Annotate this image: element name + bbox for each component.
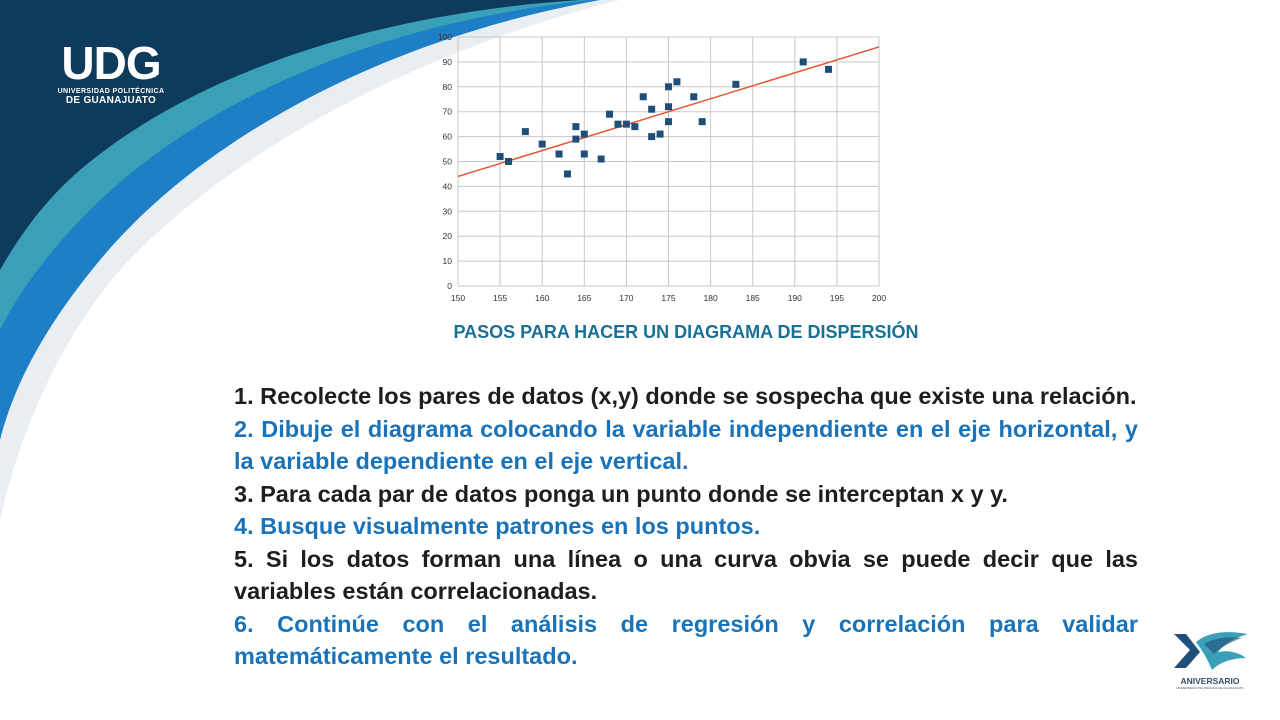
data-point — [572, 123, 580, 131]
y-tick-label: 90 — [443, 57, 453, 67]
eagle-icon — [1174, 632, 1248, 670]
x-tick-label: 155 — [493, 293, 507, 303]
data-point — [824, 65, 832, 73]
navy-swoosh — [0, 0, 580, 270]
data-point — [580, 130, 588, 138]
data-point — [555, 150, 563, 158]
data-point — [656, 130, 664, 138]
data-point — [597, 155, 605, 163]
y-tick-label: 20 — [443, 231, 453, 241]
grid — [457, 36, 880, 287]
data-point — [648, 133, 656, 141]
data-point — [732, 80, 740, 88]
data-point — [614, 120, 622, 128]
anniversary-sub: UNIVERSIDAD POLITÉCNICA DE GUANAJUATO — [1176, 686, 1244, 690]
data-point — [648, 105, 656, 113]
step-2: 2. Dibuje el diagrama colocando la varia… — [234, 415, 1138, 475]
udg-logo: UDG UNIVERSIDAD POLITÉCNICA DE GUANAJUAT… — [44, 40, 178, 106]
x-tick-label: 190 — [788, 293, 802, 303]
y-tick-label: 10 — [443, 256, 453, 266]
data-point — [496, 153, 504, 161]
y-tick-label: 70 — [443, 107, 453, 117]
axis-labels: 0 10 20 30 40 50 60 70 80 90 100 150 155 160 165 170 175… — [438, 32, 887, 303]
step-1: 1. Recolecte los pares de datos (x,y) do… — [234, 383, 1137, 409]
data-point — [572, 135, 580, 143]
logo-wordmark: UDG — [61, 37, 161, 89]
steps-list: 1. Recolecte los pares de datos (x,y) do… — [234, 380, 1138, 673]
step-4: 4. Busque visualmente patrones en los pu… — [234, 513, 761, 539]
data-point — [690, 93, 698, 101]
data-point — [673, 78, 681, 86]
data-point — [665, 118, 672, 126]
data-point — [665, 83, 672, 91]
x-tick-label: 170 — [619, 293, 633, 303]
y-tick-label: 50 — [443, 157, 453, 167]
trendline — [457, 46, 880, 178]
step-3: 3. Para cada par de datos ponga un punto… — [234, 480, 1008, 507]
x-tick-label: 160 — [535, 293, 549, 303]
data-point — [521, 128, 529, 136]
logo-line-2: DE GUANAJUATO — [65, 95, 157, 106]
slide-heading: PASOS PARA HACER UN DIAGRAMA DE DISPERSI… — [453, 322, 919, 342]
scatter-chart: 0 10 20 30 40 50 60 70 80 90 100 150 155 160 165 170 175… — [438, 32, 887, 303]
x-tick-label: 175 — [661, 293, 675, 303]
x-tick-label: 165 — [577, 293, 591, 303]
y-tick-label: 30 — [443, 206, 453, 216]
x-tick-label: 180 — [704, 293, 718, 303]
data-point — [538, 140, 546, 148]
data-point — [698, 118, 706, 126]
anniversary-label: ANIVERSARIO — [1180, 676, 1240, 686]
step-6: 6. Continúe con el análisis de regresión… — [234, 610, 1138, 670]
x-tick-label: 185 — [746, 293, 760, 303]
y-tick-label: 60 — [443, 132, 453, 142]
data-point — [606, 110, 614, 118]
step-5: 5. Si los datos forman una línea o una c… — [234, 545, 1138, 605]
y-tick-label: 40 — [443, 181, 453, 191]
data-points — [496, 58, 832, 178]
x-tick-label: 195 — [830, 293, 844, 303]
data-point — [665, 103, 672, 111]
data-point — [563, 170, 571, 178]
x-tick-label: 200 — [872, 293, 886, 303]
anniversary-badge: ANIVERSARIO UNIVERSIDAD POLITÉCNICA DE G… — [1168, 624, 1252, 694]
data-point — [580, 150, 588, 158]
data-point — [799, 58, 807, 66]
y-tick-label: 80 — [443, 82, 453, 92]
data-point — [631, 123, 639, 131]
data-point — [639, 93, 647, 101]
y-tick-label: 100 — [438, 32, 452, 42]
data-point — [505, 158, 513, 165]
logo-line-1: UNIVERSIDAD POLITÉCNICA — [57, 88, 165, 95]
y-tick-label: 0 — [447, 281, 452, 291]
data-point — [622, 120, 630, 128]
x-tick-label: 150 — [451, 293, 465, 303]
